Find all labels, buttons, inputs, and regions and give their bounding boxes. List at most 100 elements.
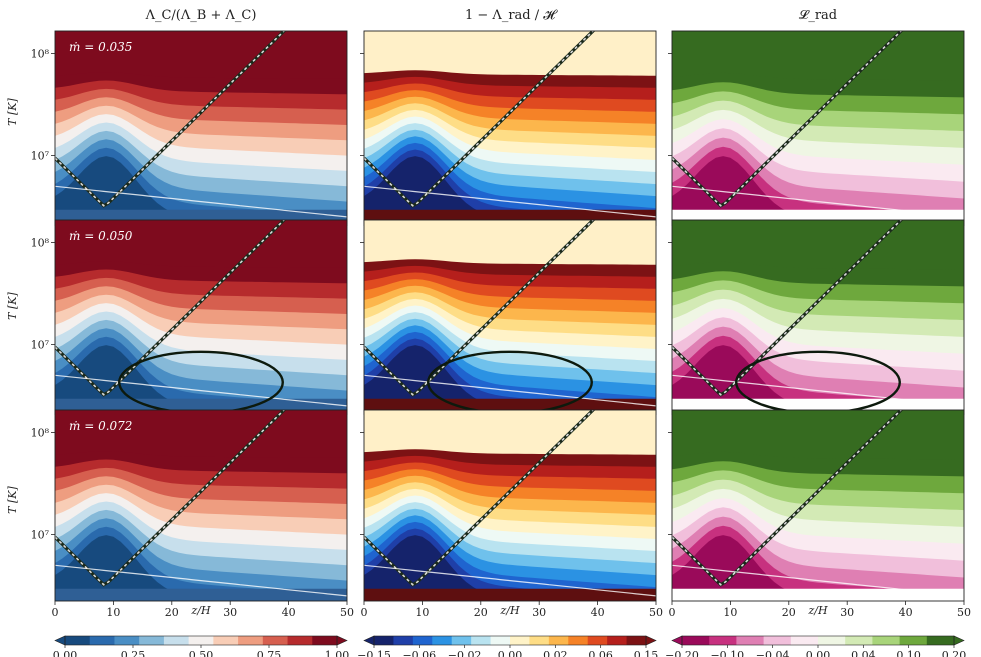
colorbar-tick-label: 0.50 [189, 649, 214, 657]
col-title-1: Λ_C/(Λ_B + Λ_C) [145, 8, 257, 23]
colorbar-tick-label: 0.75 [257, 649, 282, 657]
col-title-3: 𝓛_rad [799, 8, 837, 23]
colorbar-tick-label: −0.10 [710, 649, 744, 657]
colorbar-segment [872, 636, 901, 645]
y-tick-label: 10⁷ [31, 529, 50, 542]
colorbar-segment [89, 636, 115, 645]
contour-band [672, 156, 964, 222]
boundary-line-dashed [55, 31, 286, 207]
panel-field [364, 31, 656, 222]
field-floor [672, 588, 964, 601]
mdot-annotation: ṁ = 0.035 [69, 40, 132, 54]
panel-r3-c2: 0 10 20 30 40 50 [360, 409, 663, 619]
colorbar-segment [763, 636, 792, 645]
field-floor [55, 209, 347, 222]
colorbar-segment [312, 636, 338, 645]
colorbar-segment [607, 636, 628, 645]
loop-contour [118, 350, 284, 411]
colorbar-segment [65, 636, 91, 645]
colorbar-segment [736, 636, 765, 645]
panel-frame [54, 409, 348, 602]
field-floor [364, 209, 656, 222]
colorbar-extend-low [54, 635, 66, 646]
y-tick-label: 10⁷ [31, 150, 50, 163]
colorbar-2: −0.15 −0.06 −0.02 0.00 0.02 0.06 0.15 [357, 635, 658, 657]
x-tick-label: 10 [415, 606, 429, 619]
field-floor [672, 209, 964, 222]
mdot-annotation: ṁ = 0.050 [69, 229, 133, 243]
field-floor [55, 588, 347, 601]
colorbar-tick-label: 0.00 [806, 649, 831, 657]
colorbar-segment [287, 636, 313, 645]
colorbar-segment [374, 636, 394, 645]
equilibrium-line [55, 185, 347, 218]
colorbar-segment [490, 636, 511, 645]
equilibrium-line [672, 564, 964, 597]
equilibrium-line [55, 564, 347, 597]
field-floor [364, 398, 656, 411]
x-axis-label-col1: z/H [190, 604, 211, 617]
panel-field [364, 410, 656, 601]
x-tick-label: 50 [957, 606, 971, 619]
colorbar-segment [510, 636, 530, 645]
colorbar-tick-label: 0.00 [498, 649, 523, 657]
x-tick-label: 20 [782, 606, 796, 619]
colorbar-segment [548, 636, 569, 645]
colorbar-segment [682, 636, 710, 645]
colorbar-tick-label: 0.20 [942, 649, 967, 657]
col-title-2: 1 − Λ_rad / 𝓗 [465, 8, 558, 23]
colorbar-segment [568, 636, 589, 645]
colorbar-segment [393, 636, 414, 645]
loop-contour [735, 350, 901, 411]
colorbar-tick-label: 0.04 [851, 649, 876, 657]
colorbar-segment [845, 636, 873, 645]
colorbar-extend-low [671, 635, 683, 646]
colorbar-segment [139, 636, 165, 645]
equilibrium-line [364, 374, 656, 407]
colorbar-tick-label: −0.20 [665, 649, 699, 657]
colorbar-segment [238, 636, 264, 645]
colorbar-tick-label: −0.15 [357, 649, 391, 657]
x-tick-label: 40 [591, 606, 605, 619]
contour-band [364, 156, 656, 222]
panel-field [55, 220, 347, 411]
x-tick-label: 10 [723, 606, 737, 619]
panel-field [672, 410, 964, 601]
panel-r2-c2 [360, 219, 657, 415]
panel-frame [363, 409, 657, 602]
colorbar-3: −0.20 −0.10 −0.04 0.00 0.04 0.10 0.20 [665, 635, 967, 657]
panel-r2-c1: 10⁸ 10⁷ ṁ = 0.050 [31, 219, 348, 415]
equilibrium-line [364, 185, 656, 218]
contour-band [364, 535, 656, 601]
colorbar-tick-label: 0.25 [121, 649, 146, 657]
panel-r1-c2 [360, 30, 657, 226]
colorbar-segment [471, 636, 492, 645]
field-floor [55, 398, 347, 411]
x-axis-label-col2: z/H [499, 604, 520, 617]
colorbar-segment [262, 636, 289, 645]
colorbar-tick-label: −0.04 [756, 649, 790, 657]
colorbar-segment [899, 636, 928, 645]
panel-frame [671, 409, 965, 602]
loop-contour [427, 350, 593, 411]
y-axis-label-row3: T [K] [6, 485, 19, 513]
boundary-line-dashed [672, 220, 903, 396]
colorbar-tick-label: 1.00 [325, 649, 350, 657]
panel-r2-c3 [668, 219, 965, 415]
colorbar-tick-label: 0.02 [543, 649, 568, 657]
colorbar-extend-low [363, 635, 375, 646]
x-tick-label: 0 [52, 606, 59, 619]
colorbar-tick-label: 0.10 [896, 649, 921, 657]
y-tick-label: 10⁸ [31, 47, 50, 60]
colorbar-segment [451, 636, 472, 645]
colorbar-tick-label: 0.06 [588, 649, 613, 657]
boundary-line-dashed [364, 220, 595, 396]
colorbar-segment [790, 636, 819, 645]
colorbar-extend-high [953, 635, 965, 646]
field-floor [672, 398, 964, 411]
panel-field [55, 31, 347, 222]
field-floor [364, 588, 656, 601]
x-tick-label: 40 [899, 606, 913, 619]
colorbar-1: 0.00 0.25 0.50 0.75 1.00 [53, 635, 350, 657]
contour-band [672, 345, 964, 411]
